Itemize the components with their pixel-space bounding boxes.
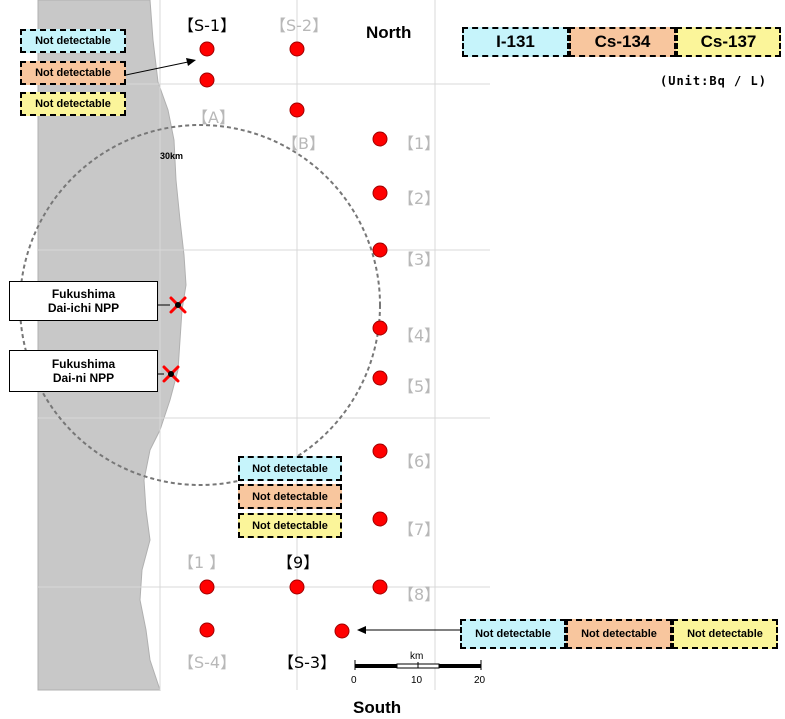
- unit-label: (Unit:Bq / L): [660, 74, 767, 88]
- north-label: North: [366, 23, 412, 42]
- legend-i131: I-131: [462, 27, 569, 57]
- npp2-dot: [168, 371, 174, 377]
- point-s2: [289, 41, 305, 57]
- south-label: South: [353, 698, 402, 717]
- label-6: 【6】: [398, 452, 441, 471]
- label-1: 【1】: [398, 134, 441, 153]
- s3-cs134-result: Not detectable: [566, 619, 672, 649]
- npp1-dot: [175, 302, 181, 308]
- label-2: 【2】: [398, 189, 441, 208]
- scale-bar: [354, 660, 482, 670]
- point-b: [289, 102, 305, 118]
- s1-i131-result: Not detectable: [20, 29, 126, 53]
- arrow-s3: [357, 626, 460, 634]
- point-9: [289, 579, 305, 595]
- point-3: [372, 242, 388, 258]
- point-a: [199, 72, 215, 88]
- radius-label: 30km: [160, 151, 184, 161]
- point-5: [372, 370, 388, 386]
- legend-cs134-label: Cs-134: [594, 32, 651, 51]
- label-a: 【A】: [192, 108, 235, 127]
- scale-tick-10: 10: [411, 675, 423, 686]
- label-8: 【8】: [398, 585, 441, 604]
- p9-cs134-result: Not detectable: [238, 484, 342, 509]
- scale-unit: km: [410, 651, 424, 662]
- p9-cs137-result: Not detectable: [238, 513, 342, 538]
- legend-cs134: Cs-134: [569, 27, 676, 57]
- point-s4: [199, 622, 215, 638]
- point-6: [372, 443, 388, 459]
- point-1: [372, 131, 388, 147]
- npp-daini-line1: Fukushima: [51, 357, 116, 371]
- s3-i131-result: Not detectable: [460, 619, 566, 649]
- p9-i131-result: Not detectable: [238, 456, 342, 481]
- sampling-points: [199, 41, 388, 639]
- label-4: 【4】: [398, 326, 441, 345]
- legend-cs137: Cs-137: [676, 27, 781, 57]
- point-2: [372, 185, 388, 201]
- land-mass: [37, 0, 187, 691]
- label-b: 【B】: [282, 134, 325, 153]
- point-s1: [199, 41, 215, 57]
- label-9: 【9】: [277, 553, 320, 572]
- point-8: [372, 579, 388, 595]
- label-1b: 【1 】: [178, 553, 226, 572]
- npp-daiichi-box: Fukushima Dai-ichi NPP: [9, 281, 158, 321]
- label-3: 【3】: [398, 250, 441, 269]
- arrow-s1: [125, 58, 196, 76]
- point-4: [372, 320, 388, 336]
- npp-daiichi-line2: Dai-ichi NPP: [47, 301, 120, 315]
- scale-tick-0: 0: [351, 675, 357, 686]
- label-s3: 【S-3】: [278, 653, 337, 672]
- label-s1: 【S-1】: [178, 16, 237, 35]
- label-5: 【5】: [398, 377, 441, 396]
- legend-cs137-label: Cs-137: [700, 32, 757, 51]
- s1-cs134-result: Not detectable: [20, 61, 126, 85]
- legend-i131-label: I-131: [496, 32, 535, 51]
- npp-daini-box: Fukushima Dai-ni NPP: [9, 350, 158, 392]
- s1-cs137-result: Not detectable: [20, 92, 126, 116]
- radius-30km-circle: [19, 124, 381, 486]
- point-1b: [199, 579, 215, 595]
- npp-daini-line2: Dai-ni NPP: [52, 371, 115, 385]
- label-7: 【7】: [398, 520, 441, 539]
- scale-tick-20: 20: [474, 675, 486, 686]
- point-7: [372, 511, 388, 527]
- s3-cs137-result: Not detectable: [672, 619, 778, 649]
- label-s2: 【S-2】: [270, 16, 329, 35]
- npp-daiichi-line1: Fukushima: [51, 287, 116, 301]
- point-s3: [334, 623, 350, 639]
- label-s4: 【S-4】: [178, 653, 237, 672]
